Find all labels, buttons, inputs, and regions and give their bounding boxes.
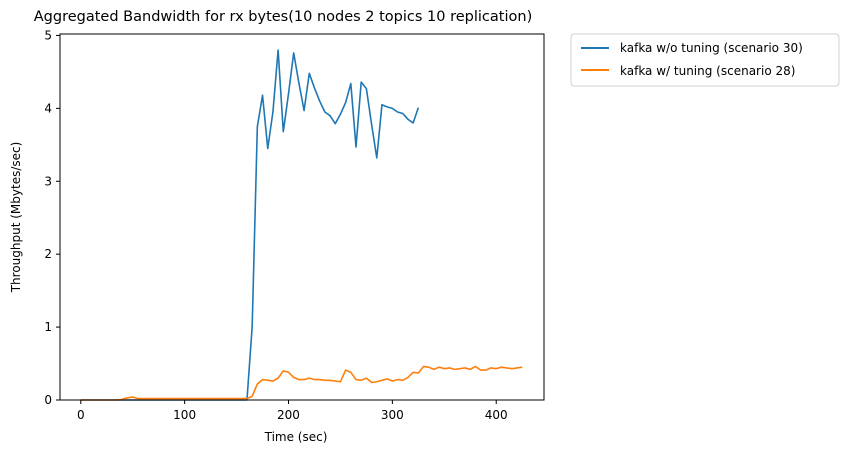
y-tick-label: 5 <box>44 28 52 42</box>
x-tick-label: 100 <box>173 408 196 422</box>
y-axis-label: Throughput (Mbytes/sec) <box>9 142 23 294</box>
y-tick-label: 3 <box>44 174 52 188</box>
legend-label-series-2: kafka w/ tuning (scenario 28) <box>620 64 795 78</box>
y-axis: 0 1 2 3 4 5 <box>44 28 60 407</box>
legend-frame <box>570 33 840 87</box>
plot-lines <box>80 49 523 401</box>
series-line-2 <box>80 365 523 401</box>
x-axis-label: Time (sec) <box>264 430 328 444</box>
legend-label-series-1: kafka w/o tuning (scenario 30) <box>620 41 803 55</box>
series-line-1 <box>80 49 420 401</box>
axes-frame <box>59 33 545 401</box>
chart-title: Aggregated Bandwidth for rx bytes(10 nod… <box>34 9 532 25</box>
y-tick-label: 0 <box>44 393 52 407</box>
x-tick-label: 200 <box>277 408 300 422</box>
x-tick-label: 400 <box>485 408 508 422</box>
x-tick-label: 300 <box>381 408 404 422</box>
legend: kafka w/o tuning (scenario 30) kafka w/ … <box>570 33 840 87</box>
y-tick-label: 4 <box>44 101 52 115</box>
x-tick-label: 0 <box>77 408 85 422</box>
y-tick-label: 2 <box>44 247 52 261</box>
y-tick-label: 1 <box>44 320 52 334</box>
x-axis: 0 100 200 300 400 <box>77 400 508 422</box>
